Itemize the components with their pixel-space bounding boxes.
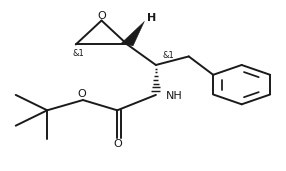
Text: H: H bbox=[147, 13, 156, 23]
Text: &1: &1 bbox=[163, 51, 175, 60]
Text: &1: &1 bbox=[73, 49, 85, 58]
Text: O: O bbox=[78, 89, 86, 98]
Text: NH: NH bbox=[166, 91, 183, 101]
Text: O: O bbox=[113, 139, 122, 149]
Polygon shape bbox=[122, 21, 144, 46]
Text: O: O bbox=[97, 11, 106, 21]
